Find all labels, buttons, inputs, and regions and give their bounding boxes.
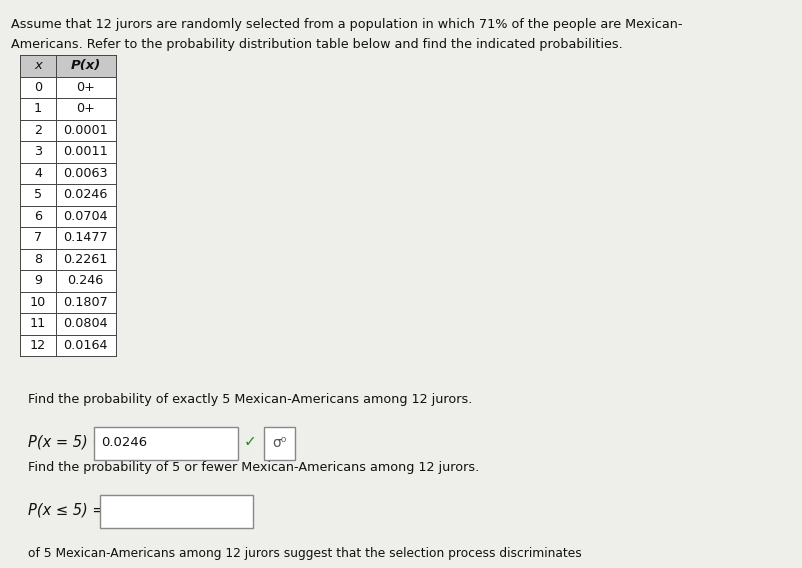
Text: P(x ≤ 5) =: P(x ≤ 5) =	[28, 503, 104, 517]
FancyBboxPatch shape	[20, 119, 115, 141]
Text: 0.2261: 0.2261	[63, 253, 107, 266]
Text: 5: 5	[34, 188, 42, 201]
Text: 4: 4	[34, 167, 42, 179]
Text: Find the probability of exactly 5 Mexican-Americans among 12 jurors.: Find the probability of exactly 5 Mexica…	[28, 393, 472, 406]
FancyBboxPatch shape	[100, 495, 253, 528]
FancyBboxPatch shape	[20, 162, 115, 184]
Text: σ⁰: σ⁰	[272, 436, 286, 450]
FancyBboxPatch shape	[20, 270, 115, 291]
FancyBboxPatch shape	[20, 227, 115, 249]
Text: 1: 1	[34, 102, 42, 115]
Text: 0.246: 0.246	[67, 274, 103, 287]
Text: 10: 10	[30, 296, 46, 309]
Text: 7: 7	[34, 231, 42, 244]
FancyBboxPatch shape	[20, 77, 115, 98]
FancyBboxPatch shape	[20, 184, 115, 206]
FancyBboxPatch shape	[20, 55, 115, 77]
Text: of 5 Mexican-Americans among 12 jurors suggest that the selection process discri: of 5 Mexican-Americans among 12 jurors s…	[28, 547, 581, 560]
Text: 0.0704: 0.0704	[63, 210, 108, 223]
Text: 6: 6	[34, 210, 42, 223]
Text: 0.0246: 0.0246	[63, 188, 107, 201]
Text: Assume that 12 jurors are randomly selected from a population in which 71% of th: Assume that 12 jurors are randomly selec…	[11, 18, 683, 31]
Text: 8: 8	[34, 253, 42, 266]
Text: Americans. Refer to the probability distribution table below and find the indica: Americans. Refer to the probability dist…	[11, 38, 623, 51]
Text: 0.1477: 0.1477	[63, 231, 108, 244]
Text: ✓: ✓	[244, 435, 257, 449]
Text: P(x): P(x)	[71, 59, 101, 72]
FancyBboxPatch shape	[20, 313, 115, 335]
FancyBboxPatch shape	[20, 249, 115, 270]
Text: 0.0063: 0.0063	[63, 167, 108, 179]
Text: 0.0164: 0.0164	[63, 339, 108, 352]
Text: 3: 3	[34, 145, 42, 158]
Text: 2: 2	[34, 124, 42, 137]
Text: 0+: 0+	[76, 81, 95, 94]
Text: Find the probability of 5 or fewer Mexican-Americans among 12 jurors.: Find the probability of 5 or fewer Mexic…	[28, 461, 479, 474]
Text: 0.0011: 0.0011	[63, 145, 108, 158]
Text: P(x = 5) =: P(x = 5) =	[28, 435, 104, 449]
Text: 9: 9	[34, 274, 42, 287]
FancyBboxPatch shape	[20, 141, 115, 162]
Text: 0.1807: 0.1807	[63, 296, 108, 309]
Text: 0.0804: 0.0804	[63, 318, 108, 330]
FancyBboxPatch shape	[20, 206, 115, 227]
FancyBboxPatch shape	[20, 98, 115, 119]
Text: 0.0001: 0.0001	[63, 124, 108, 137]
FancyBboxPatch shape	[95, 427, 238, 460]
Text: 0+: 0+	[76, 102, 95, 115]
FancyBboxPatch shape	[264, 427, 294, 460]
Text: 11: 11	[30, 318, 46, 330]
Text: 12: 12	[30, 339, 46, 352]
Text: x: x	[34, 59, 42, 72]
Text: 0.0246: 0.0246	[101, 436, 147, 449]
FancyBboxPatch shape	[20, 335, 115, 356]
FancyBboxPatch shape	[20, 291, 115, 313]
Text: 0: 0	[34, 81, 42, 94]
